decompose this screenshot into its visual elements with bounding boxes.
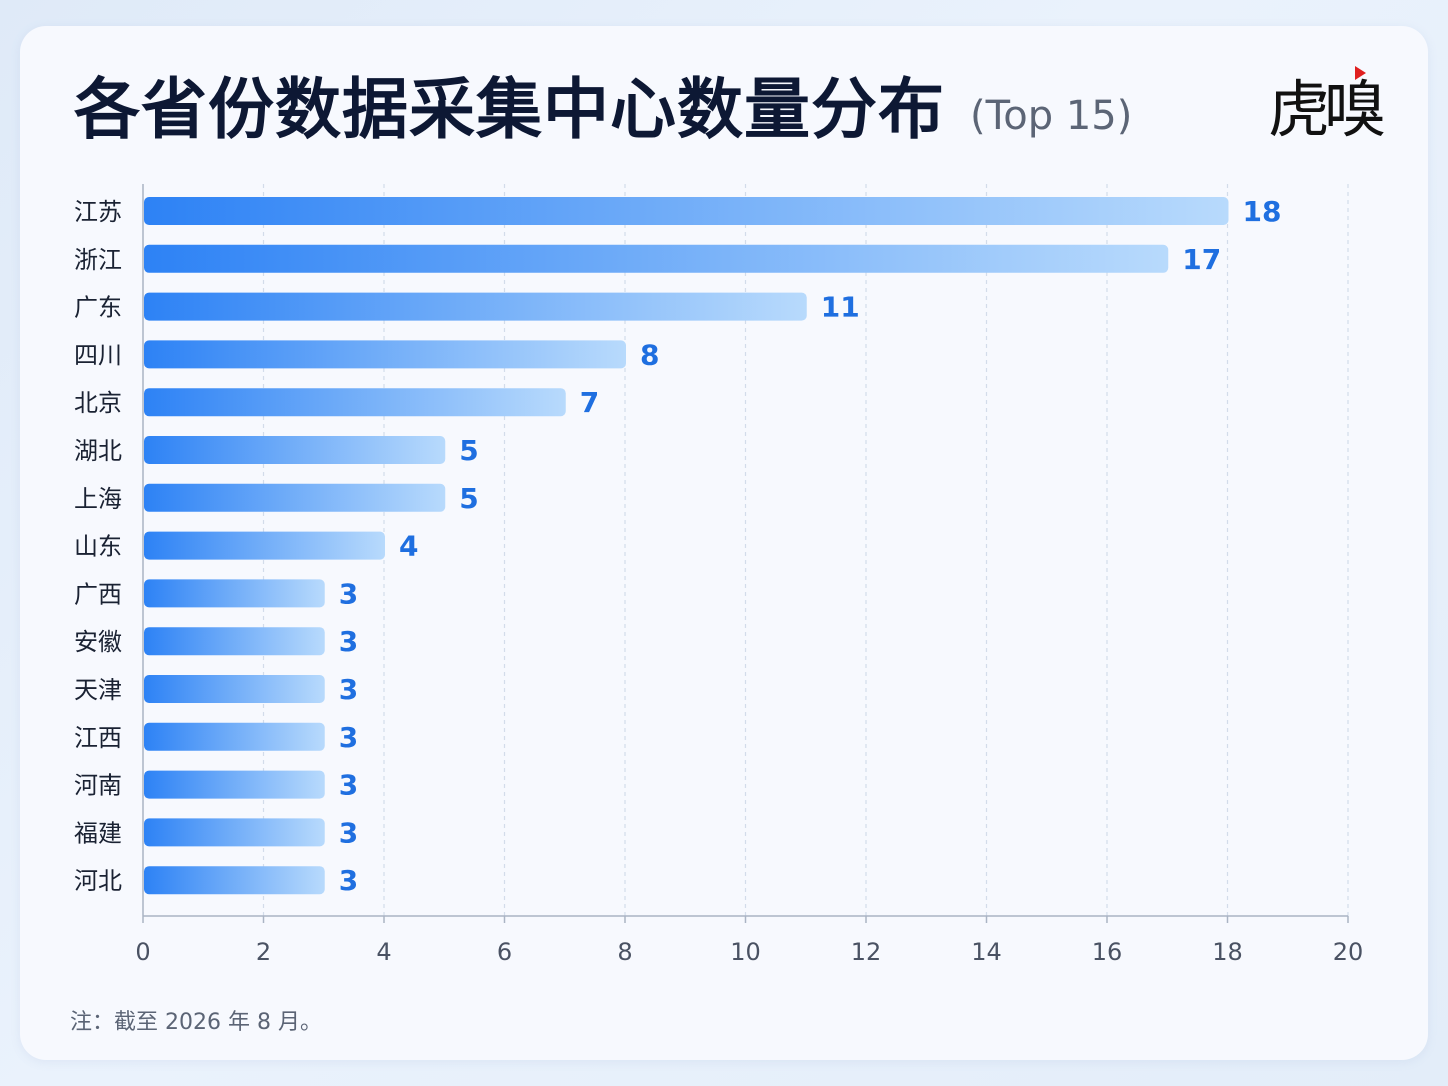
bar	[144, 388, 566, 417]
bar	[144, 722, 325, 751]
chart-subtitle: (Top 15)	[970, 93, 1133, 139]
value-label: 3	[339, 721, 358, 754]
category-label: 广西	[74, 580, 122, 608]
bar	[144, 436, 446, 464]
value-label: 5	[459, 434, 478, 467]
x-tick-label: 4	[376, 938, 391, 966]
category-label: 天津	[74, 676, 122, 704]
category-label: 安徽	[74, 628, 122, 656]
value-label: 4	[399, 530, 418, 563]
value-label: 3	[339, 577, 358, 610]
value-label: 3	[339, 816, 358, 849]
category-label: 四川	[74, 341, 122, 369]
category-label: 福建	[74, 819, 122, 847]
bar	[144, 770, 325, 799]
category-label: 江西	[74, 724, 122, 752]
bar	[144, 531, 385, 560]
chart-title: 各省份数据采集中心数量分布	[74, 71, 945, 148]
category-label: 河北	[74, 867, 122, 895]
value-label: 3	[339, 625, 358, 658]
category-label: 广东	[74, 294, 122, 322]
value-label: 17	[1182, 243, 1221, 276]
category-label: 湖北	[74, 437, 122, 465]
x-tick-label: 12	[851, 938, 882, 966]
bars: 江苏 18 浙江 17 广东 11 四川 8 北京 7 湖北 5 上海 5 山东 4 广西 3 安徽 3 天津 3 江西 3 河…	[74, 195, 1281, 897]
category-label: 浙江	[74, 246, 122, 274]
x-tick-label: 2	[256, 938, 271, 966]
x-axis: 0 2 4 6 8 10 12 14 16 18 20	[135, 184, 1363, 966]
category-label: 江苏	[74, 198, 122, 226]
x-tick-label: 18	[1212, 938, 1243, 966]
brand-logo-text: 虎嗅	[1268, 73, 1386, 146]
value-label: 3	[339, 673, 358, 706]
category-label: 上海	[74, 485, 122, 513]
value-label: 7	[580, 386, 599, 419]
red-triangle-icon	[1355, 66, 1366, 80]
bar	[144, 340, 626, 369]
category-label: 山东	[74, 533, 122, 561]
bar	[144, 579, 325, 608]
value-label: 3	[339, 769, 358, 802]
bar	[144, 197, 1229, 225]
x-tick-label: 0	[135, 938, 150, 966]
value-label: 5	[459, 482, 478, 515]
bar	[144, 627, 325, 656]
value-label: 3	[339, 864, 358, 897]
x-tick-label: 20	[1333, 938, 1364, 966]
value-label: 11	[821, 291, 860, 324]
x-tick-label: 10	[730, 938, 761, 966]
brand-logo: 虎嗅	[1268, 66, 1388, 152]
bar	[144, 483, 446, 512]
category-label: 河南	[74, 772, 122, 800]
footnote: 注：截至 2026 年 8 月。	[70, 1010, 322, 1035]
bar	[144, 292, 807, 321]
category-label: 北京	[74, 389, 122, 417]
x-tick-label: 8	[617, 938, 632, 966]
bar	[144, 866, 325, 895]
bar	[144, 244, 1169, 273]
x-tick-label: 16	[1092, 938, 1123, 966]
x-tick-label: 6	[497, 938, 512, 966]
value-label: 8	[640, 338, 659, 371]
value-label: 18	[1243, 195, 1282, 228]
bar	[144, 818, 325, 847]
x-tick-label: 14	[971, 938, 1002, 966]
bar	[144, 675, 325, 703]
